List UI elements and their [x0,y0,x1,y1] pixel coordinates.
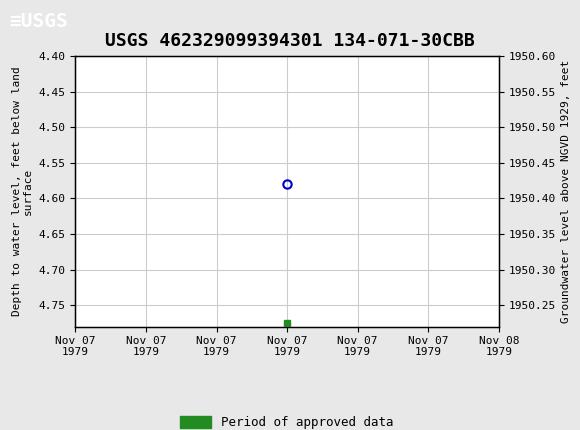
Legend: Period of approved data: Period of approved data [175,412,399,430]
Text: ≡USGS: ≡USGS [9,12,67,31]
Y-axis label: Depth to water level, feet below land
surface: Depth to water level, feet below land su… [12,67,33,316]
Text: USGS 462329099394301 134-071-30CBB: USGS 462329099394301 134-071-30CBB [105,32,475,50]
Y-axis label: Groundwater level above NGVD 1929, feet: Groundwater level above NGVD 1929, feet [561,60,571,323]
